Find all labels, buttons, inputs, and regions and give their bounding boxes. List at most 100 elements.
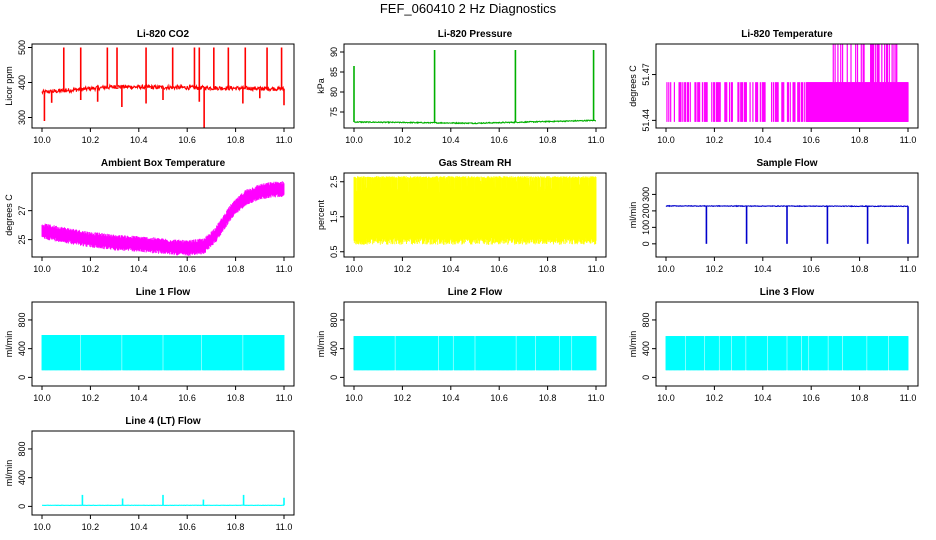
y-tick-label: 25 [17,235,27,245]
x-tick-label: 10.4 [130,135,148,145]
y-tick-label: 90 [329,47,339,57]
plot-frame [655,43,919,129]
x-tick-label: 10.0 [657,393,675,403]
x-tick-label: 10.8 [227,522,245,532]
x-tick-label: 10.0 [33,135,51,145]
panel-title: Sample Flow [756,158,817,169]
x-tick-label: 10.8 [851,135,869,145]
data-series [42,494,285,507]
y-tick-label: 1.5 [329,210,339,223]
y-tick-label: 85 [329,67,339,77]
plot-frame [31,172,295,258]
y-axis-label: ml/min [628,331,638,358]
y-tick-label: 800 [17,312,27,327]
x-tick-label: 10.2 [706,135,724,145]
data-series [41,335,285,371]
y-tick-label: 0 [641,241,651,246]
y-tick-label: 2.5 [329,175,339,188]
figure-title: FEF_060410 2 Hz Diagnostics [379,1,557,16]
y-axis-label: degrees C [4,194,14,236]
x-tick-label: 10.0 [33,522,51,532]
x-tick-label: 10.8 [227,393,245,403]
x-tick-label: 11.0 [276,393,293,403]
x-tick-label: 10.2 [82,393,100,403]
x-tick-label: 10.8 [539,135,557,145]
x-tick-label: 10.6 [490,393,508,403]
x-tick-label: 10.8 [851,393,869,403]
panel-2: Li-820 Pressure 10.0 10.2 10.4 10.6 10.8 11.0 7… [316,29,607,145]
x-tick-label: 10.8 [227,264,245,274]
x-tick-label: 10.2 [394,135,412,145]
series-line [41,83,285,95]
plot-frame [655,172,919,258]
y-tick-label: 500 [17,40,27,55]
y-axis-label: ml/min [4,331,14,358]
y-tick-label: 400 [17,75,27,90]
x-tick-label: 10.8 [539,264,557,274]
y-tick-label: 0 [17,375,27,380]
y-tick-label: 80 [329,87,339,97]
x-tick-label: 10.0 [657,135,675,145]
y-tick-label: 100 [641,220,651,235]
panel-1: Li-820 CO2 10.0 10.2 10.4 10.6 10.8 11.0 300 400… [4,29,295,145]
y-axis-label: ml/min [316,331,326,358]
panel-title: Line 3 Flow [760,287,815,298]
x-tick-label: 10.6 [178,522,196,532]
x-tick-label: 10.4 [130,522,148,532]
x-tick-label: 11.0 [276,135,293,145]
x-tick-label: 10.2 [82,135,100,145]
y-axis-label: ml/min [628,202,638,229]
y-tick-label: 27 [17,206,27,216]
panel-4: Ambient Box Temperature 10.0 10.2 10.4 10.6 1… [4,158,295,274]
plot-frame [655,301,919,387]
x-tick-label: 11.0 [588,264,605,274]
x-tick-label: 10.0 [33,393,51,403]
data-series [353,176,597,245]
y-tick-label: 0 [329,375,339,380]
x-tick-label: 10.0 [345,135,363,145]
plot-frame [343,43,607,129]
plot-frame [343,301,607,387]
series-line [353,119,596,125]
panel-title: Li-820 CO2 [137,29,190,40]
panel-3: Li-820 Temperature 10.0 10.2 10.4 10.6 10.8 11… [628,29,919,145]
x-tick-label: 10.2 [706,393,724,403]
panel-5: Gas Stream RH 10.0 10.2 10.4 10.6 10.8 11.0 0.5… [316,158,607,274]
y-tick-label: 0 [17,504,27,509]
bar-block [806,82,908,122]
panel-title: Li-820 Temperature [741,29,833,40]
x-tick-label: 10.0 [345,393,363,403]
y-tick-label: 51.44 [641,109,651,132]
x-tick-label: 10.0 [657,264,675,274]
data-series [666,44,909,122]
x-tick-label: 10.4 [442,135,460,145]
y-tick-label: 75 [329,107,339,117]
x-tick-label: 10.4 [442,393,460,403]
y-tick-label: 400 [641,341,651,356]
x-tick-label: 10.6 [178,135,196,145]
x-tick-label: 10.6 [178,393,196,403]
y-tick-label: 400 [329,341,339,356]
plot-frame [31,43,295,129]
x-tick-label: 11.0 [588,135,605,145]
y-tick-label: 300 [641,187,651,202]
panel-title: Gas Stream RH [439,158,512,169]
x-tick-label: 10.4 [130,264,148,274]
y-tick-label: 400 [17,470,27,485]
x-tick-label: 10.8 [851,264,869,274]
x-tick-label: 10.2 [82,522,100,532]
y-tick-label: 200 [641,203,651,218]
panel-title: Line 2 Flow [448,287,503,298]
x-tick-label: 10.6 [802,264,820,274]
data-series [665,336,909,371]
x-tick-label: 11.0 [900,393,917,403]
panel-title: Li-820 Pressure [438,29,513,40]
data-series [41,181,285,256]
x-tick-label: 10.2 [82,264,100,274]
x-tick-label: 11.0 [276,264,293,274]
panel-title: Ambient Box Temperature [101,158,226,169]
panel-title: Line 4 (LT) Flow [125,416,201,427]
plot-frame [343,172,607,258]
x-tick-label: 11.0 [900,264,917,274]
